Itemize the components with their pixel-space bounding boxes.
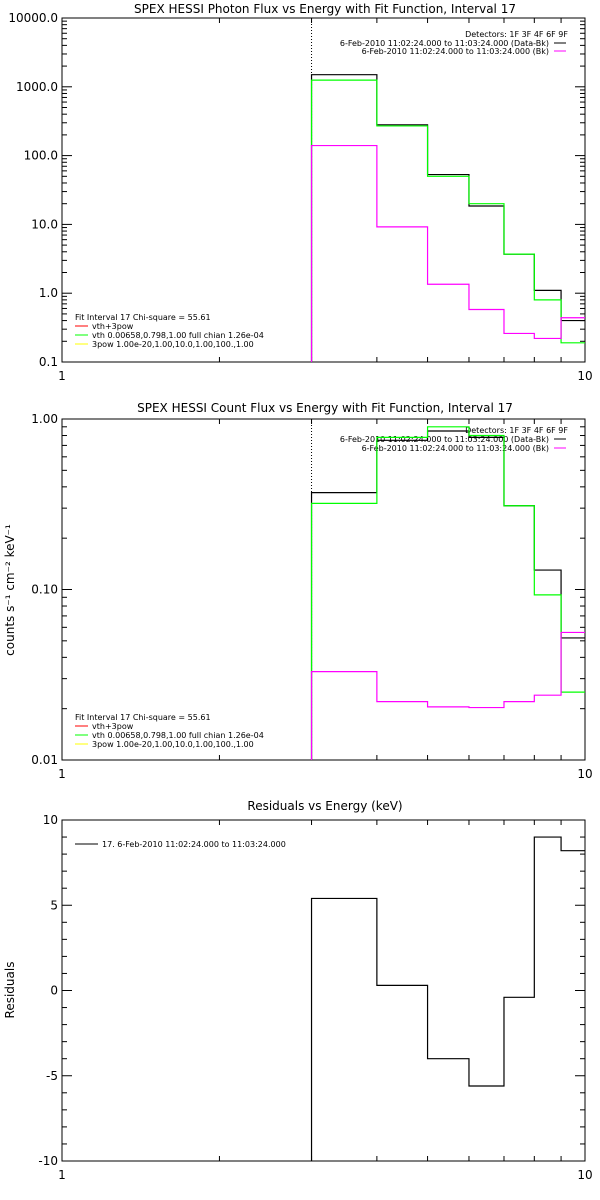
photon-flux-fit-item-2: 3pow 1.00e-20,1.00,10.0,1.00,100.,1.00 <box>92 340 254 349</box>
count-flux-ytick-label: 1.00 <box>31 412 58 426</box>
count-flux-series-0 <box>310 430 585 760</box>
count-flux-fit-item-2: 3pow 1.00e-20,1.00,10.0,1.00,100.,1.00 <box>92 740 254 749</box>
photon-flux-fit-item-0: vth+3pow <box>92 322 134 331</box>
count-flux-detectors: Detectors: 1F 3F 4F 6F 9F <box>465 426 568 435</box>
photon-flux-ytick-label: 100.0 <box>24 149 58 163</box>
count-flux-xtick-label: 1 <box>58 767 66 781</box>
residuals-ytick-label: 0 <box>50 984 58 998</box>
count-flux-fit-item-1: vth 0.00658,0.798,1.00 full chian 1.26e-… <box>92 731 264 740</box>
photon-flux-xtick-label: 10 <box>577 369 592 383</box>
residuals-ytick-label: 10 <box>43 813 58 827</box>
photon-flux-plot-frame <box>61 17 586 363</box>
photon-flux-ytick-label: 10000.0 <box>8 11 58 25</box>
residuals-series-0 <box>310 836 585 1161</box>
residuals-xtick-label: 1 <box>58 1168 66 1182</box>
photon-flux-series-0 <box>310 74 585 362</box>
count-flux-plot-frame <box>61 418 586 761</box>
count-flux-fit-header: Fit Interval 17 Chi-square = 55.61 <box>75 713 211 722</box>
photon-flux-detectors: Detectors: 1F 3F 4F 6F 9F <box>465 30 568 39</box>
count-flux-xtick-label: 10 <box>577 767 592 781</box>
count-flux-title: SPEX HESSI Count Flux vs Energy with Fit… <box>137 401 513 415</box>
photon-flux-ytick-label: 1.0 <box>39 286 58 300</box>
count-flux-series-1 <box>310 426 585 760</box>
residuals-ylabel: Residuals <box>3 962 17 1019</box>
photon-flux-legend-top-0: 6-Feb-2010 11:02:24.000 to 11:03:24.000 … <box>340 39 549 48</box>
residuals-ytick-label: -5 <box>46 1069 58 1083</box>
photon-flux-series-2 <box>310 144 585 362</box>
photon-flux-fit-item-1: vth 0.00658,0.798,1.00 full chian 1.26e-… <box>92 331 264 340</box>
residuals-panel: Residuals vs Energy (keV) Residuals 17. … <box>3 799 593 1182</box>
photon-flux-xtick-label: 1 <box>58 369 66 383</box>
photon-flux-panel: SPEX HESSI Photon Flux vs Energy with Fi… <box>8 2 592 383</box>
photon-flux-ytick-label: 10.0 <box>31 217 58 231</box>
count-flux-legend-top-0: 6-Feb-2010 11:02:24.000 to 11:03:24.000 … <box>340 435 549 444</box>
residuals-ytick-label: 5 <box>50 898 58 912</box>
photon-flux-legend-top-1: 6-Feb-2010 11:02:24.000 to 11:03:24.000 … <box>362 47 549 56</box>
count-flux-ylabel: counts s⁻¹ cm⁻² keV⁻¹ <box>3 524 17 656</box>
count-flux-legend-top-1: 6-Feb-2010 11:02:24.000 to 11:03:24.000 … <box>362 444 549 453</box>
residuals-xtick-label: 10 <box>577 1168 592 1182</box>
count-flux-ytick-label: 0.10 <box>31 583 58 597</box>
residuals-legend-label: 17. 6-Feb-2010 11:02:24.000 to 11:03:24.… <box>102 840 286 849</box>
residuals-plot-frame <box>61 819 586 1162</box>
photon-flux-ytick-label: 1000.0 <box>16 80 58 94</box>
count-flux-panel: SPEX HESSI Count Flux vs Energy with Fit… <box>3 401 593 781</box>
count-flux-fit-item-0: vth+3pow <box>92 722 134 731</box>
residuals-title: Residuals vs Energy (keV) <box>247 799 402 813</box>
count-flux-series-2 <box>310 631 585 760</box>
photon-flux-fit-header: Fit Interval 17 Chi-square = 55.61 <box>75 313 211 322</box>
residuals-ytick-label: -10 <box>38 1154 58 1168</box>
photon-flux-ytick-label: 0.1 <box>39 355 58 369</box>
count-flux-ytick-label: 0.01 <box>31 753 58 767</box>
photon-flux-series-1 <box>310 79 585 362</box>
photon-flux-title: SPEX HESSI Photon Flux vs Energy with Fi… <box>134 2 516 16</box>
